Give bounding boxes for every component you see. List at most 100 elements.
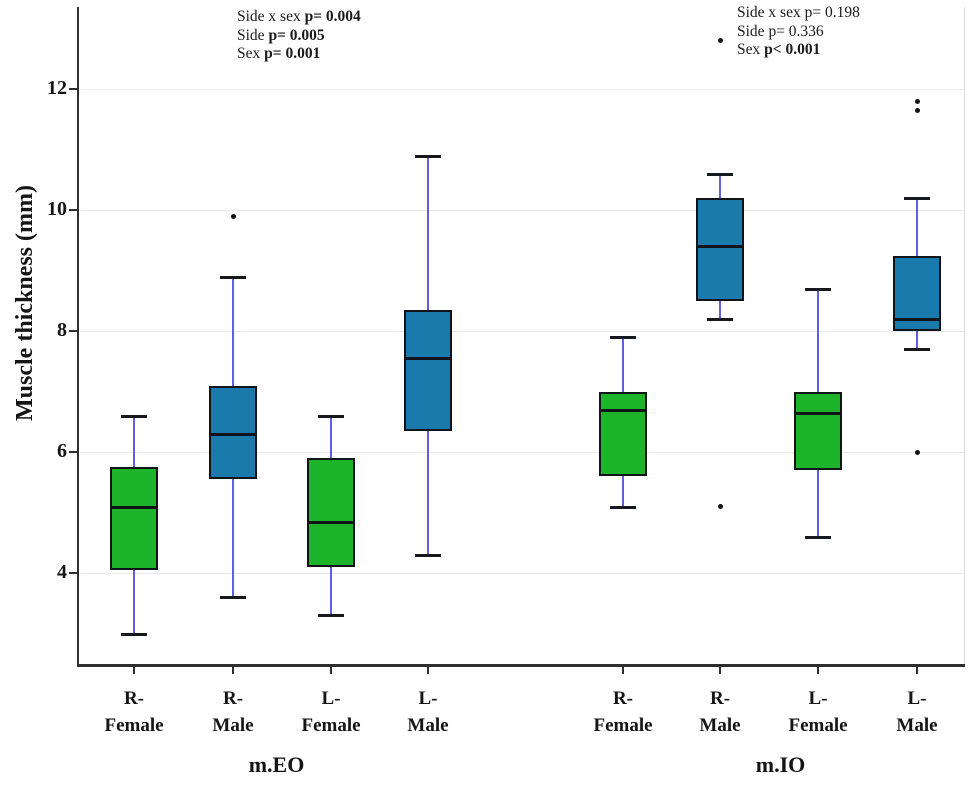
p-value-prefix: Sex — [737, 41, 765, 59]
gridline — [81, 573, 965, 575]
y-tick-label: 12 — [47, 77, 67, 100]
x-category-line2: Female — [104, 714, 164, 736]
box-mio-lmale-outlier — [914, 107, 920, 113]
x-category-line1: L- — [418, 688, 438, 709]
x-category-label: L- Male — [407, 686, 448, 739]
x-tick — [330, 666, 332, 674]
box-meo-rfemale-whisker-cap-top — [121, 414, 147, 418]
x-category-line1: L- — [808, 688, 828, 709]
x-category-label: R- Male — [212, 686, 253, 739]
p-value-annotation-2: Side x sex p= 0.198 Side p= 0.336 Sex p< 0… — [737, 4, 860, 60]
x-category-line2: Male — [896, 714, 938, 736]
p-value-prefix: Sex — [237, 45, 265, 63]
x-category-label: L- Female — [788, 686, 847, 739]
p-value-prefix: Side — [737, 22, 769, 40]
p-value-line: Sex p= 0.001 — [237, 45, 361, 64]
box-meo-lmale — [404, 309, 452, 431]
y-tick-label: 10 — [47, 198, 67, 221]
x-tick — [232, 666, 234, 674]
p-value-line: Side p= 0.005 — [237, 27, 361, 46]
box-meo-rfemale-median — [110, 505, 158, 509]
box-meo-lfemale-median — [307, 520, 355, 524]
p-value-prefix: Side x sex — [237, 8, 305, 25]
p-value: p= 0.336 — [768, 22, 824, 40]
x-category-line1: R- — [222, 688, 244, 709]
x-category-line2: Male — [212, 714, 254, 736]
group-label-meo: m.EO — [248, 752, 305, 777]
box-mio-rmale-whisker-cap-bottom — [707, 318, 733, 322]
x-axis-line — [77, 664, 965, 667]
y-tick-label: 6 — [57, 440, 67, 463]
group-label-mio: m.IO — [755, 752, 806, 777]
x-category-line1: L- — [907, 688, 927, 709]
x-category-line2: Female — [301, 714, 361, 736]
box-meo-lfemale-whisker-cap-top — [318, 414, 344, 418]
x-tick — [817, 666, 819, 674]
y-tick — [69, 330, 77, 333]
box-mio-rmale — [696, 198, 744, 301]
p-value: p< 0.001 — [764, 41, 821, 59]
x-tick — [622, 666, 624, 674]
x-category-line2: Female — [788, 714, 848, 736]
x-category-label: L- Female — [301, 686, 360, 739]
y-tick-label: 8 — [57, 319, 67, 342]
box-meo-lmale-whisker-cap-bottom — [415, 553, 441, 557]
x-tick — [719, 666, 721, 674]
box-meo-rmale — [209, 385, 257, 480]
x-category-line1: R- — [123, 688, 145, 709]
box-meo-rmale-whisker-cap-bottom — [220, 596, 246, 600]
y-tick — [69, 451, 77, 454]
box-meo-rmale-outlier — [230, 213, 236, 219]
x-category-label: R- Male — [699, 686, 740, 739]
box-mio-rfemale-whisker-cap-top — [610, 336, 636, 340]
plot-right-border — [964, 7, 965, 665]
gridline — [81, 210, 965, 212]
p-value: p= 0.005 — [268, 26, 325, 44]
x-category-line1: R- — [709, 688, 731, 709]
p-value: p= 0.198 — [804, 4, 860, 21]
p-value: p= 0.001 — [264, 45, 321, 63]
p-value-prefix: Side x sex — [737, 4, 805, 21]
box-mio-rmale-median — [696, 245, 744, 249]
box-mio-lmale-outlier — [914, 98, 920, 104]
x-category-label: R- Female — [104, 686, 163, 739]
y-tick — [69, 88, 77, 91]
box-mio-lfemale-median — [794, 411, 842, 415]
p-value: p= 0.004 — [304, 8, 361, 25]
box-mio-rfemale-median — [599, 408, 647, 412]
x-category-line2: Male — [407, 714, 449, 736]
box-meo-rfemale — [110, 467, 158, 571]
box-mio-lfemale-whisker-cap-top — [805, 287, 831, 291]
box-mio-rmale-whisker-cap-top — [707, 172, 733, 176]
p-value-line: Side x sex p= 0.198 — [737, 4, 860, 23]
box-mio-lfemale-whisker-cap-bottom — [805, 535, 831, 539]
box-mio-rmale-outlier — [717, 504, 723, 510]
p-value-prefix: Side — [237, 26, 269, 44]
x-tick — [427, 666, 429, 674]
box-meo-rfemale-whisker-cap-bottom — [121, 632, 147, 636]
p-value-line: Side x sex p= 0.004 — [237, 8, 361, 27]
p-value-annotation-1: Side x sex p= 0.004 Side p= 0.005 Sex p= 0… — [237, 8, 361, 64]
p-value-line: Sex p< 0.001 — [737, 41, 860, 60]
x-category-line1: L- — [321, 688, 341, 709]
box-meo-rmale-whisker-cap-top — [220, 275, 246, 279]
x-tick — [916, 666, 918, 674]
box-mio-lmale-whisker-cap-bottom — [904, 348, 930, 352]
x-category-line2: Male — [699, 714, 741, 736]
x-category-line2: Female — [593, 714, 653, 736]
y-tick-label: 4 — [57, 561, 67, 584]
box-mio-lmale-median — [893, 318, 941, 322]
p-value-line: Side p= 0.336 — [737, 23, 860, 42]
y-tick — [69, 572, 77, 575]
gridline — [81, 89, 965, 91]
box-mio-lmale-outlier — [914, 449, 920, 455]
box-mio-rfemale — [599, 391, 647, 477]
y-tick — [69, 209, 77, 212]
box-meo-rmale-median — [209, 432, 257, 436]
box-meo-lfemale — [307, 458, 355, 568]
gridline — [81, 452, 965, 454]
gridline — [81, 331, 965, 333]
box-meo-lmale-whisker-cap-top — [415, 154, 441, 158]
box-mio-lfemale — [794, 391, 842, 471]
